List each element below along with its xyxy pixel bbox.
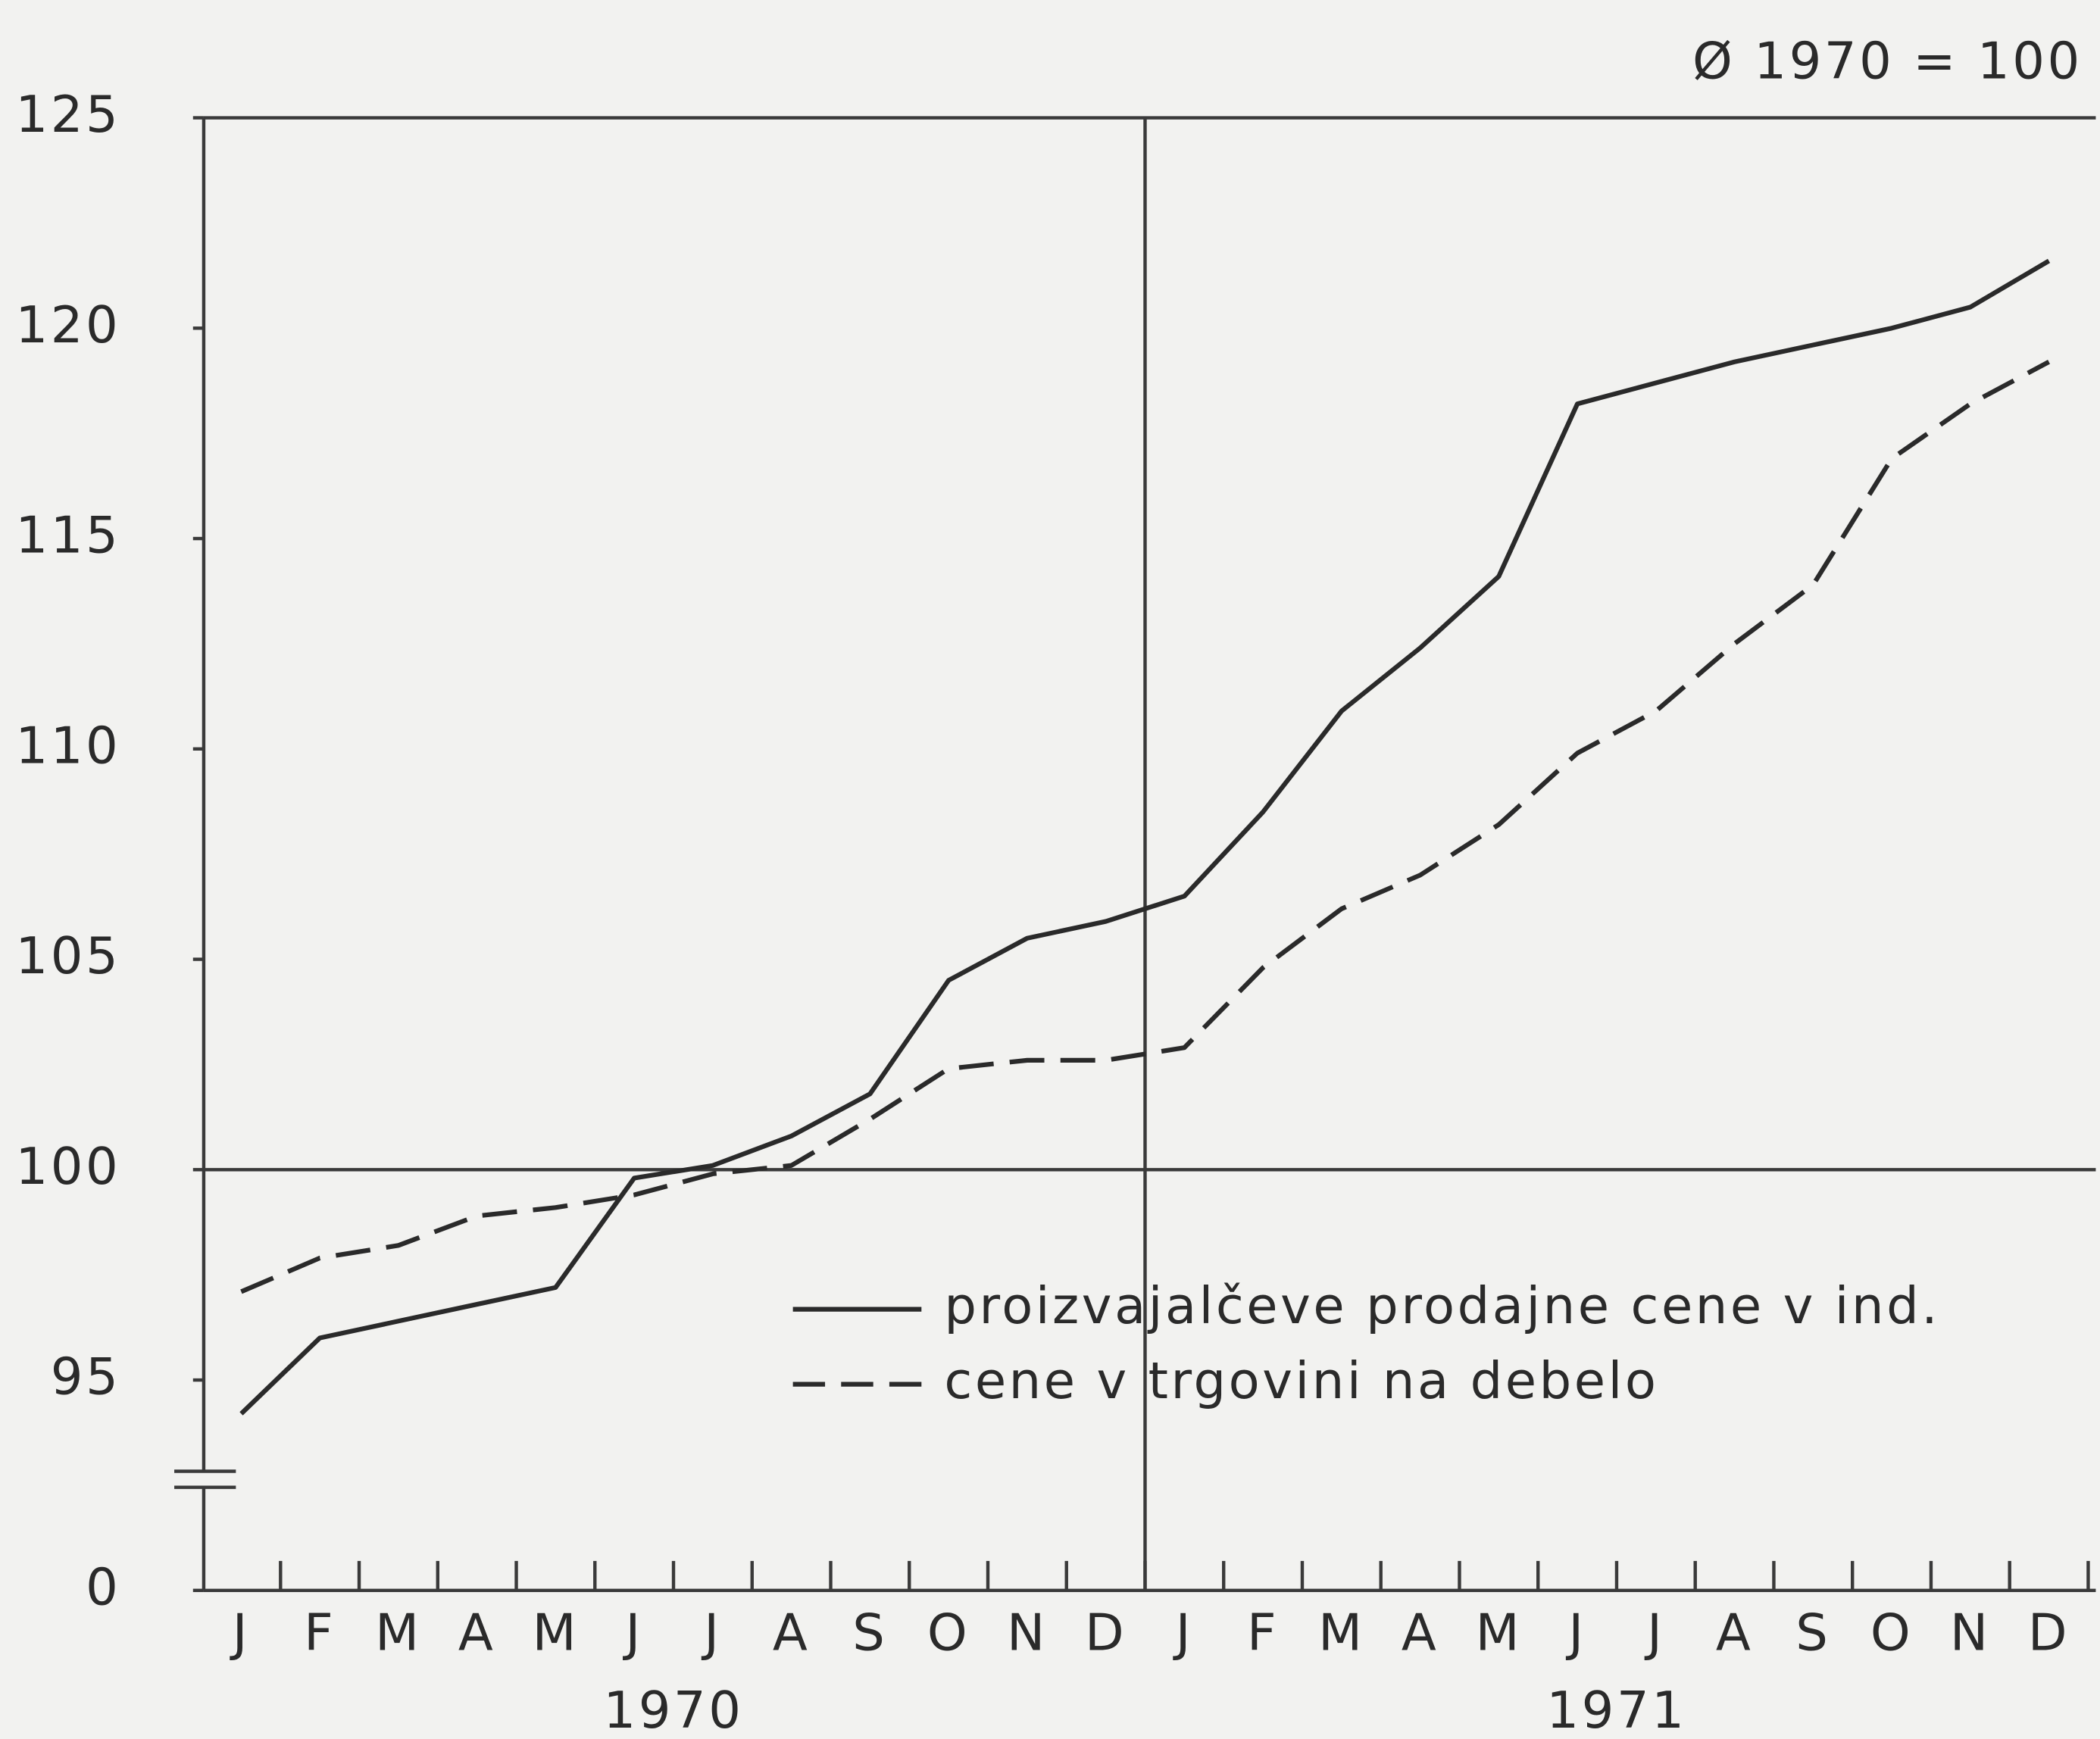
y-tick-label: 0: [86, 1557, 120, 1616]
x-tick-label: N: [1950, 1603, 1991, 1662]
y-tick-label: 95: [51, 1347, 121, 1406]
y-tick-label: 125: [16, 85, 121, 144]
x-tick-label: M: [375, 1603, 421, 1662]
x-tick-label: D: [1085, 1603, 1127, 1662]
x-tick-label: S: [1795, 1603, 1830, 1662]
x-tick-label: D: [2028, 1603, 2070, 1662]
x-tick-label: N: [1007, 1603, 1048, 1662]
x-tick-label: J: [1173, 1603, 1193, 1662]
series-line: [240, 360, 2051, 1294]
legend-label: cene v trgovini na debelo: [944, 1351, 1658, 1410]
legend-label: proizvajalčeve prodajne cene v ind.: [944, 1276, 1940, 1335]
x-tick-label: F: [304, 1603, 336, 1662]
year-label: 1970: [603, 1681, 743, 1739]
x-tick-label: S: [852, 1603, 887, 1662]
axis-break-gap: [198, 1471, 210, 1488]
x-tick-label: J: [230, 1603, 250, 1662]
y-tick-label: 100: [16, 1137, 121, 1196]
x-tick-label: A: [773, 1603, 810, 1662]
x-tick-label: J: [622, 1603, 642, 1662]
x-tick-label: J: [1644, 1603, 1664, 1662]
year-label: 1971: [1546, 1681, 1686, 1739]
y-tick-label: 105: [16, 926, 121, 985]
x-tick-label: O: [927, 1603, 970, 1662]
y-tick-label: 115: [16, 506, 121, 565]
x-tick-label: M: [1476, 1603, 1522, 1662]
x-tick-label: A: [1402, 1603, 1439, 1662]
x-tick-label: O: [1870, 1603, 1913, 1662]
x-tick-label: M: [533, 1603, 579, 1662]
series-line: [239, 258, 2051, 1416]
x-tick-label: A: [458, 1603, 495, 1662]
x-tick-label: F: [1247, 1603, 1279, 1662]
y-tick-label: 110: [16, 716, 121, 775]
x-tick-label: J: [701, 1603, 721, 1662]
x-tick-label: M: [1318, 1603, 1364, 1662]
x-tick-label: J: [1565, 1603, 1586, 1662]
x-tick-label: A: [1716, 1603, 1753, 1662]
y-tick-label: 120: [16, 295, 121, 354]
annotation: Ø 1970 = 100: [1692, 31, 2083, 90]
